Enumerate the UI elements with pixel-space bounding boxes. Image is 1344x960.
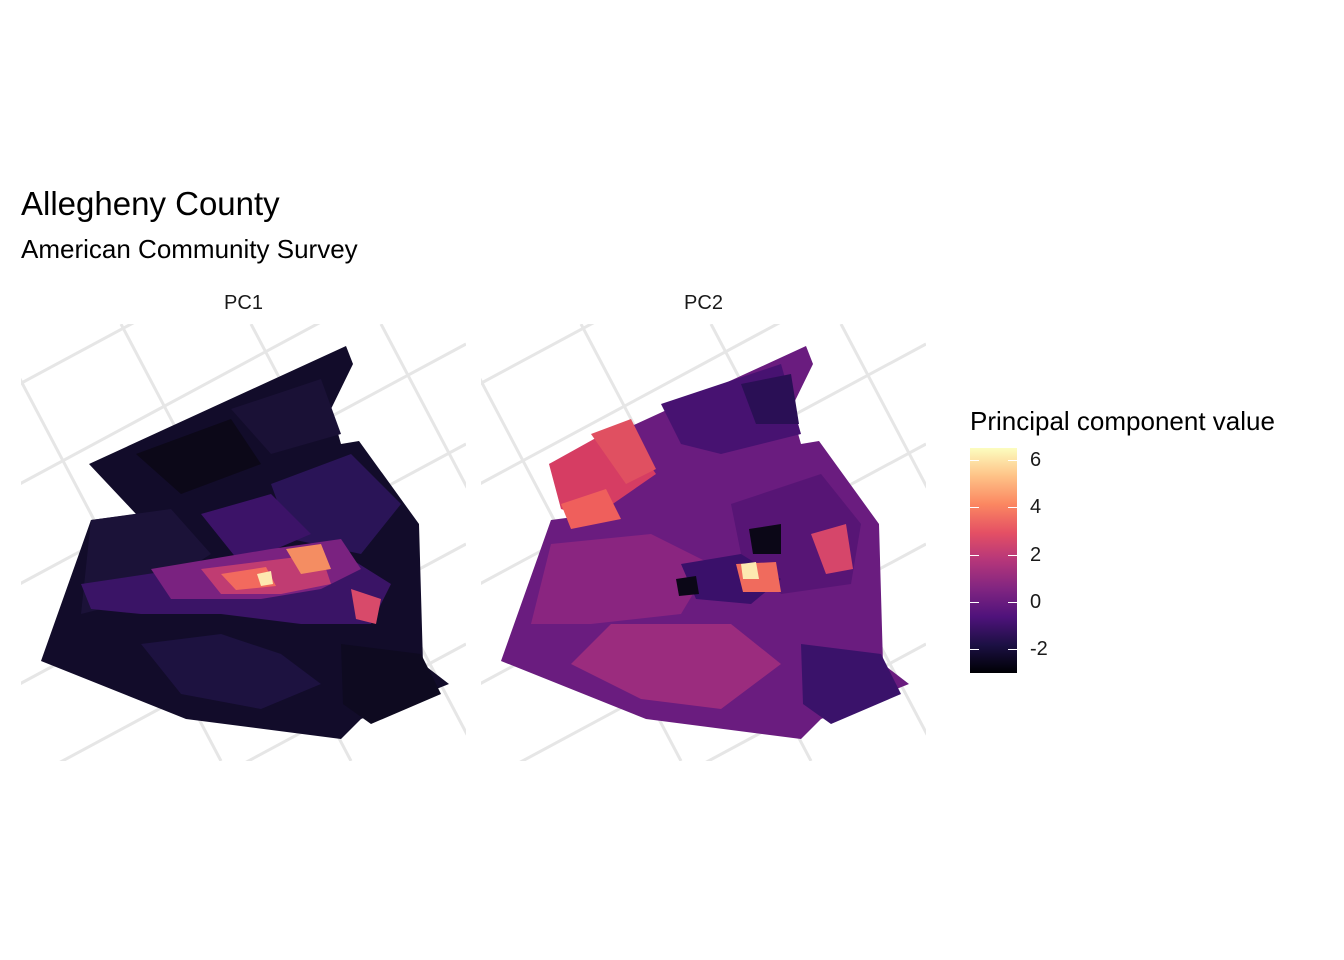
map-panel-pc2 xyxy=(481,324,926,761)
legend-tick-label: 0 xyxy=(1030,590,1042,613)
map-pc2 xyxy=(481,324,926,761)
chart-subtitle: American Community Survey xyxy=(21,234,358,264)
legend: Principal component value 6 4 2 0 -2 xyxy=(970,404,1275,678)
legend-tick-label: 2 xyxy=(1030,543,1042,566)
legend-title: Principal component value xyxy=(970,406,1275,436)
facet-label-pc2: PC2 xyxy=(684,292,723,314)
legend-colorbar: 6 4 2 0 -2 xyxy=(970,438,1170,678)
legend-gradient xyxy=(970,448,1017,673)
facet-label-pc1: PC1 xyxy=(224,292,263,314)
legend-tick-label: 6 xyxy=(1030,448,1042,471)
map-pc1 xyxy=(21,324,466,761)
county-shape-pc1 xyxy=(41,346,449,739)
legend-tick-label: 4 xyxy=(1030,496,1042,519)
county-shape-pc2 xyxy=(501,346,909,739)
legend-tick-label: -2 xyxy=(1030,638,1048,661)
chart-title: Allegheny County xyxy=(21,185,280,222)
map-panel-pc1 xyxy=(21,324,466,761)
